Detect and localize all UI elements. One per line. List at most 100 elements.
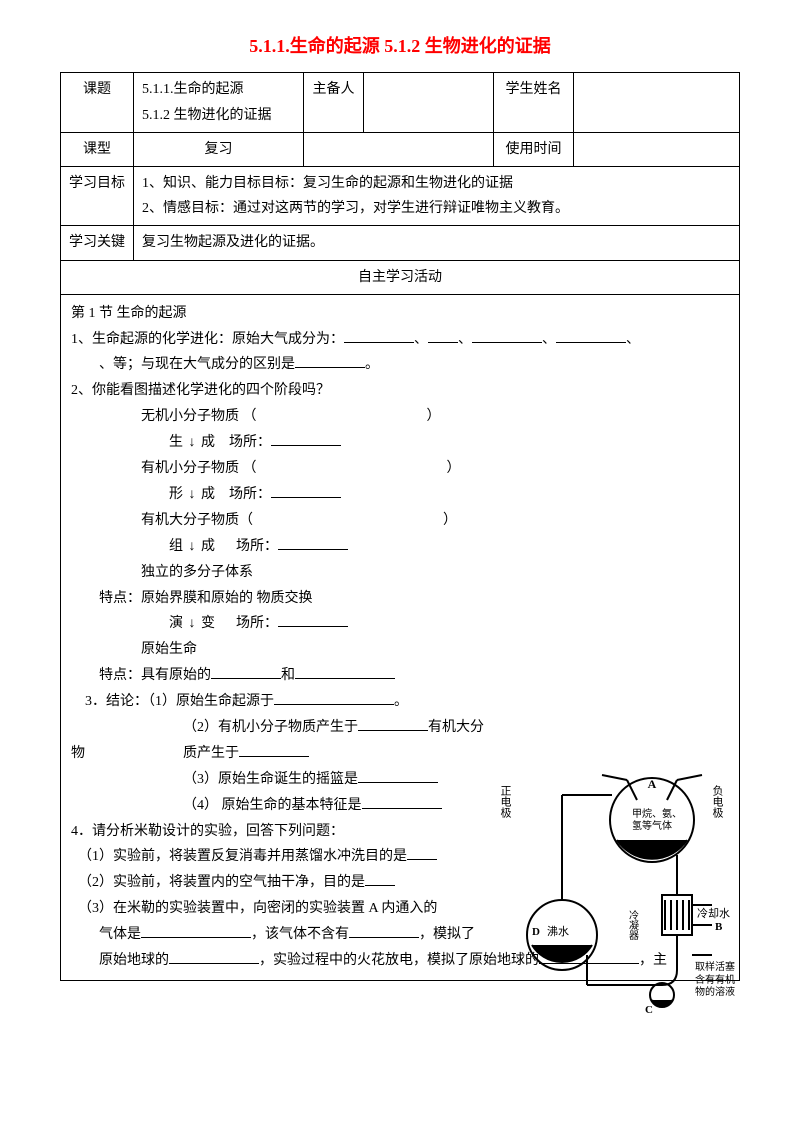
label-preparer: 主备人: [304, 73, 364, 132]
topic-line-2: 5.1.2 生物进化的证据: [142, 108, 272, 123]
feature-2: 特点：具有原始的 和: [71, 663, 729, 689]
q3-3-text: （3）原始生命诞生的摇篮是: [183, 772, 358, 787]
place-label: 场所：: [229, 435, 271, 450]
goal-1: 1、知识、能力目标目标：复习生命的起源和生物进化的证据: [142, 171, 731, 196]
label-gas: 甲烷、氨、: [632, 807, 682, 820]
label-tap: 取样活塞: [695, 960, 735, 973]
label-ctype: 课型: [61, 132, 134, 166]
label-cool: 冷却水: [697, 907, 730, 920]
q1: 1、生命起源的化学进化：原始大气成分为：、、、、: [71, 327, 729, 353]
q1-text-a: 1、生命起源的化学进化：原始大气成分为：: [71, 332, 344, 347]
stage-4: 独立的多分子体系: [71, 560, 729, 586]
label-key: 学习关键: [61, 226, 134, 260]
blank[interactable]: [556, 329, 626, 343]
arr-char: 生: [169, 435, 183, 450]
blank[interactable]: [407, 846, 437, 860]
place-label: 场所：: [229, 487, 271, 502]
preparer-value[interactable]: [364, 73, 494, 132]
q3-2a: （2）有机小分子物质产生于: [183, 720, 358, 735]
blank[interactable]: [295, 665, 395, 679]
label-A: A: [648, 777, 657, 791]
stage-5: 原始生命: [71, 637, 729, 663]
student-value[interactable]: [574, 73, 740, 132]
q4-3e-text: 原始地球的: [99, 953, 169, 968]
goal-2: 2、情感目标：通过对这两节的学习，对学生进行辩证唯物主义教育。: [142, 196, 731, 221]
q3: 3．结论：（1）原始生命起源于。: [71, 689, 729, 715]
place-label: 场所：: [236, 539, 278, 554]
arr-char: 成: [201, 539, 215, 554]
arr-char: 成: [201, 487, 215, 502]
q1b: 、等；与现在大气成分的区别是。: [71, 352, 729, 378]
stage-2: 有机小分子物质 （）: [71, 456, 729, 482]
ctype-value: 复习: [134, 132, 304, 166]
blank[interactable]: [271, 484, 341, 498]
content-area: 第 1 节 生命的起源 1、生命起源的化学进化：原始大气成分为：、、、、 、等；…: [61, 294, 740, 980]
topic-value: 5.1.1.生命的起源 5.1.2 生物进化的证据: [134, 73, 304, 132]
worksheet-table: 课题 5.1.1.生命的起源 5.1.2 生物进化的证据 主备人 学生姓名 课型…: [60, 72, 740, 980]
blank[interactable]: [428, 329, 458, 343]
label-D: D: [532, 926, 540, 938]
blank[interactable]: [141, 924, 251, 938]
label-B: B: [715, 921, 723, 933]
blank[interactable]: [358, 769, 438, 783]
arr-char: 成: [201, 435, 215, 450]
stage-1: 无机小分子物质 （）: [71, 404, 729, 430]
blank[interactable]: [349, 924, 419, 938]
label-topic: 课题: [61, 73, 134, 132]
arr-char: 演: [169, 616, 183, 631]
arrow-4: 演 ↓ 变 场所：: [71, 611, 729, 637]
topic-line-1: 5.1.1.生命的起源: [142, 82, 244, 97]
blank[interactable]: [239, 743, 309, 757]
q4-3c-text: ，该气体不含有: [251, 927, 349, 942]
stage-3-text: 有机大分子物质（: [141, 513, 253, 528]
blank[interactable]: [274, 691, 394, 705]
arrow-1: 生 ↓ 成 场所：: [71, 430, 729, 456]
label-student: 学生姓名: [494, 73, 574, 132]
label-gas2: 氢等气体: [632, 819, 672, 832]
label-condenser: 冷凝器: [627, 909, 639, 941]
arr-char: 形: [169, 487, 183, 502]
label-boil: 沸水: [547, 925, 569, 938]
blank[interactable]: [362, 795, 442, 809]
blank[interactable]: [278, 613, 348, 627]
goals-value: 1、知识、能力目标目标：复习生命的起源和生物进化的证据 2、情感目标：通过对这两…: [134, 166, 740, 225]
blank[interactable]: [358, 717, 428, 731]
blank[interactable]: [278, 536, 348, 550]
label-pos-electrode: 正电极: [499, 785, 512, 819]
label-goals: 学习目标: [61, 166, 134, 225]
miller-experiment-diagram: 正电极 负电极 A 甲烷、氨、 氢等气体 D 沸水 冷凝器 冷却水 B 取样活塞…: [487, 745, 737, 1025]
q3-2c: 质产生于: [183, 746, 239, 761]
empty-cell: [304, 132, 494, 166]
blank[interactable]: [271, 432, 341, 446]
q3-2b: 有机大分: [428, 720, 484, 735]
blank[interactable]: [472, 329, 542, 343]
label-org2: 物的溶液: [695, 985, 735, 998]
q4-1-text: （1）实验前，将装置反复消毒并用蒸馏水冲洗目的是: [78, 849, 407, 864]
blank[interactable]: [344, 329, 414, 343]
q4-2-text: （2）实验前，将装置内的空气抽干净，目的是: [78, 875, 365, 890]
usetime-value[interactable]: [574, 132, 740, 166]
feat2-b: 和: [281, 668, 295, 683]
q3-text: 3．结论：（1）原始生命起源于: [85, 694, 274, 709]
feat2-a: 特点：具有原始的: [99, 668, 211, 683]
q3-2: （2）有机小分子物质产生于 有机大分: [71, 715, 729, 741]
down-arrow-icon: ↓: [189, 611, 196, 637]
section-1-title: 第 1 节 生命的起源: [71, 301, 729, 327]
blank[interactable]: [169, 950, 259, 964]
q4-3b-text: 气体是: [99, 927, 141, 942]
arr-char: 变: [201, 616, 215, 631]
label-usetime: 使用时间: [494, 132, 574, 166]
wu-char: 物: [71, 746, 85, 761]
label-org1: 含有有机: [695, 973, 735, 986]
key-value: 复习生物起源及进化的证据。: [134, 226, 740, 260]
blank[interactable]: [211, 665, 281, 679]
feature-1: 特点：原始界膜和原始的 物质交换: [71, 586, 729, 612]
stage-2-text: 有机小分子物质 （: [141, 461, 257, 476]
blank[interactable]: [295, 354, 365, 368]
q1-text-b: 、等；与现在大气成分的区别是: [99, 357, 295, 372]
blank[interactable]: [365, 872, 395, 886]
stage-1-text: 无机小分子物质 （: [141, 409, 257, 424]
stage-3: 有机大分子物质（）: [71, 508, 729, 534]
q2: 2、你能看图描述化学进化的四个阶段吗？: [71, 378, 729, 404]
label-C: C: [645, 1004, 653, 1016]
